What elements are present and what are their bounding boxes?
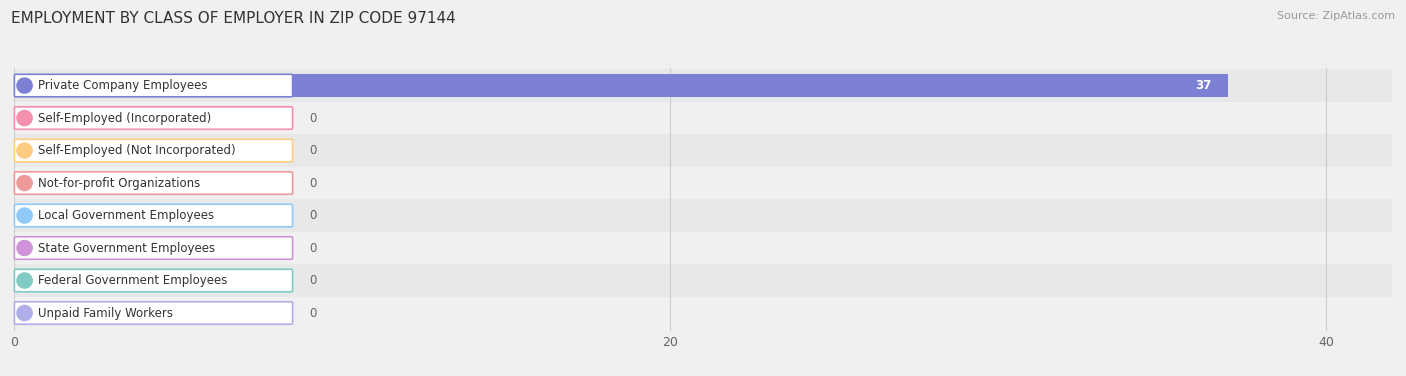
Text: 0: 0: [309, 209, 316, 222]
Text: EMPLOYMENT BY CLASS OF EMPLOYER IN ZIP CODE 97144: EMPLOYMENT BY CLASS OF EMPLOYER IN ZIP C…: [11, 11, 456, 26]
Circle shape: [17, 176, 32, 191]
Circle shape: [17, 241, 32, 256]
Circle shape: [17, 273, 32, 288]
FancyBboxPatch shape: [14, 172, 292, 194]
Text: 0: 0: [309, 112, 316, 124]
Text: Local Government Employees: Local Government Employees: [38, 209, 214, 222]
Text: Private Company Employees: Private Company Employees: [38, 79, 207, 92]
FancyBboxPatch shape: [14, 139, 292, 162]
FancyBboxPatch shape: [14, 74, 292, 97]
Text: 0: 0: [309, 241, 316, 255]
Bar: [14, 134, 1392, 167]
Bar: [14, 74, 1227, 97]
Text: Not-for-profit Organizations: Not-for-profit Organizations: [38, 177, 200, 190]
Text: Self-Employed (Incorporated): Self-Employed (Incorporated): [38, 112, 211, 124]
Bar: [14, 297, 1392, 329]
Bar: [14, 102, 1392, 134]
Bar: [14, 264, 1392, 297]
Text: 0: 0: [309, 306, 316, 320]
Text: 0: 0: [309, 144, 316, 157]
FancyBboxPatch shape: [14, 237, 292, 259]
Text: 0: 0: [309, 177, 316, 190]
Circle shape: [17, 111, 32, 126]
Text: Unpaid Family Workers: Unpaid Family Workers: [38, 306, 173, 320]
FancyBboxPatch shape: [14, 107, 292, 129]
FancyBboxPatch shape: [14, 269, 292, 292]
Bar: [14, 69, 1392, 102]
Text: Source: ZipAtlas.com: Source: ZipAtlas.com: [1277, 11, 1395, 21]
Text: State Government Employees: State Government Employees: [38, 241, 215, 255]
Text: 0: 0: [309, 274, 316, 287]
Circle shape: [17, 78, 32, 93]
Circle shape: [17, 208, 32, 223]
FancyBboxPatch shape: [14, 302, 292, 324]
FancyBboxPatch shape: [14, 204, 292, 227]
Text: Federal Government Employees: Federal Government Employees: [38, 274, 226, 287]
Text: 37: 37: [1195, 79, 1212, 92]
Bar: [14, 199, 1392, 232]
Bar: [14, 232, 1392, 264]
Circle shape: [17, 305, 32, 321]
Bar: [14, 167, 1392, 199]
Text: Self-Employed (Not Incorporated): Self-Employed (Not Incorporated): [38, 144, 235, 157]
Circle shape: [17, 143, 32, 158]
